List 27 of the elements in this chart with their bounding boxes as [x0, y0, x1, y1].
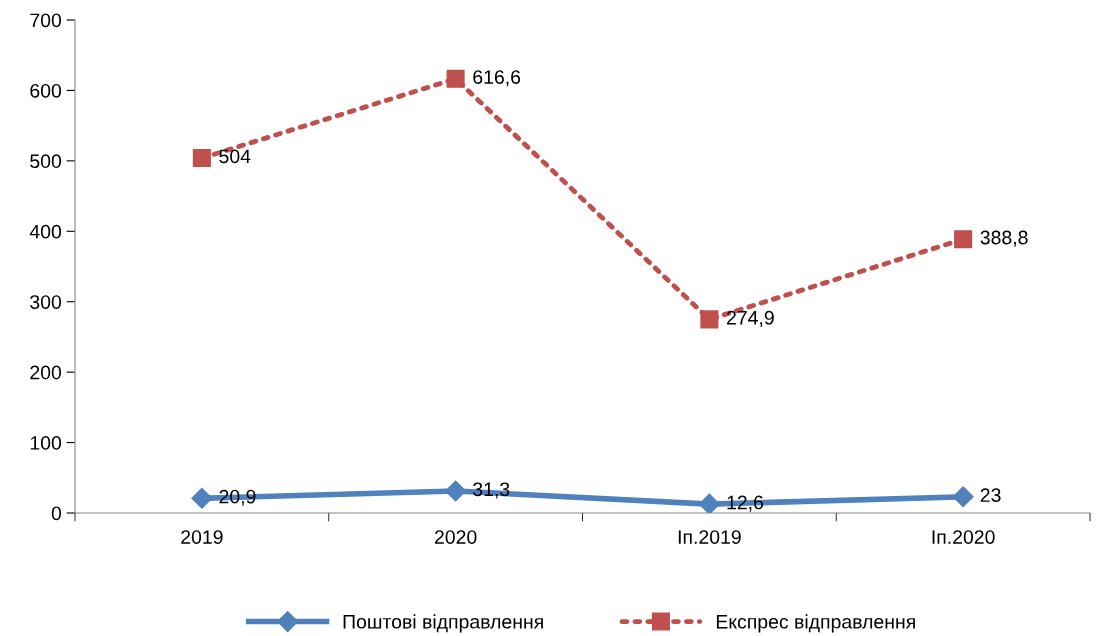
point [446, 69, 465, 88]
data-label: 388,8 [980, 230, 1028, 247]
y-tick-label: 300 [30, 295, 62, 309]
y-tick-label: 600 [30, 83, 62, 98]
y-tick-label: 200 [30, 365, 62, 380]
data-label: 616,6 [473, 70, 521, 87]
point [445, 480, 467, 502]
y-tick-label: 700 [30, 13, 62, 28]
x-tick-label: Іп.2019 [678, 530, 741, 544]
point [192, 149, 211, 168]
x-tick-label: Іп.2020 [932, 530, 995, 544]
legend-label: Експрес відправлення [716, 614, 915, 633]
x-tick-label: 2019 [181, 530, 223, 544]
data-label: 23 [980, 488, 1001, 503]
point [952, 486, 974, 508]
point [700, 310, 719, 329]
y-tick-label: 400 [29, 224, 62, 239]
y-tick-label: 500 [30, 154, 62, 169]
point [698, 493, 720, 513]
y-tick-label: 0 [51, 506, 62, 521]
y-tick-label: 100 [30, 436, 62, 450]
data-label: 274,9 [727, 310, 774, 327]
point [191, 487, 213, 509]
x-tick-label: 2020 [434, 530, 477, 544]
legend-label: Поштові відправлення [343, 614, 543, 633]
data-label: 504 [219, 149, 251, 164]
point [954, 230, 973, 249]
